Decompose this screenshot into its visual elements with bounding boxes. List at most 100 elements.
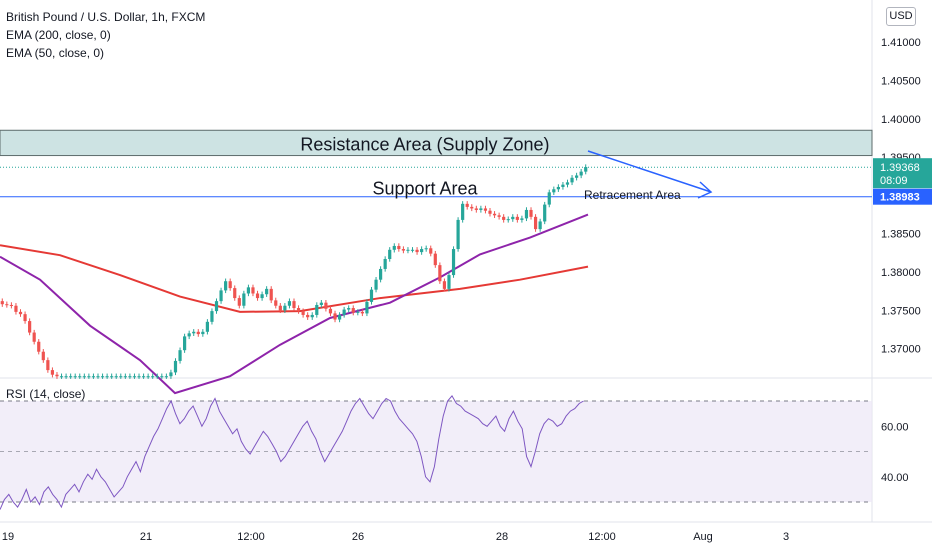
candle-body <box>461 203 465 220</box>
candle-body <box>483 208 488 211</box>
candle-body <box>306 314 310 318</box>
candle-body <box>91 376 96 378</box>
time-tick-label: 26 <box>352 531 364 543</box>
candle-body <box>237 298 241 306</box>
rsi-legend[interactable]: RSI (14, close) <box>6 387 86 401</box>
candle-body <box>5 304 9 306</box>
candle-body <box>520 218 524 220</box>
candle-body <box>424 248 428 250</box>
candle-body <box>23 314 27 322</box>
candle-body <box>415 249 419 253</box>
candle-body <box>342 309 346 315</box>
candle-body <box>315 304 319 315</box>
candle-body <box>474 208 478 210</box>
support-price-tag <box>873 188 932 205</box>
support-price-value: 1.38983 <box>880 192 920 204</box>
chart-legend: British Pound / U.S. Dollar, 1h, FXCM EM… <box>6 8 205 62</box>
candle-body <box>420 249 424 253</box>
candle-body <box>105 376 109 378</box>
candle-body <box>543 204 547 222</box>
candle-body <box>119 376 123 378</box>
candle-body <box>451 249 456 276</box>
candle-body <box>533 216 538 230</box>
candle-body <box>465 203 469 207</box>
candle-body <box>547 192 551 205</box>
candle-body <box>137 376 141 378</box>
candle-body <box>369 289 374 302</box>
candle-body <box>383 258 387 269</box>
candle-body <box>28 321 32 333</box>
candle-body <box>333 313 337 320</box>
candle-body <box>78 376 82 378</box>
candle-body <box>14 305 18 312</box>
candle-body <box>575 175 579 178</box>
resistance-zone <box>0 129 873 157</box>
candle-body <box>82 376 86 378</box>
candle-body <box>219 290 223 302</box>
candle-body <box>265 288 269 295</box>
candle-body <box>201 331 205 335</box>
rsi-tick-label: 60.00 <box>881 421 909 433</box>
candle-body <box>538 221 542 230</box>
candle-body <box>296 308 301 312</box>
candle-body <box>55 374 59 377</box>
candle-body <box>183 336 187 351</box>
candle-body <box>511 216 515 220</box>
candle-body <box>502 216 506 220</box>
candle-body <box>515 216 519 220</box>
price-tick-label: 1.38500 <box>881 229 921 241</box>
candle-body <box>570 177 574 183</box>
candle-body <box>319 302 323 305</box>
time-tick-label: 3 <box>783 531 789 543</box>
candle-body <box>228 281 232 289</box>
candle-body <box>18 311 23 315</box>
candle-body <box>32 332 36 342</box>
candle-body <box>584 167 588 172</box>
symbol-title[interactable]: British Pound / U.S. Dollar, 1h, FXCM <box>6 10 206 24</box>
candle-body <box>356 311 360 313</box>
time-tick-label: 12:00 <box>588 531 616 543</box>
candle-body <box>160 376 164 378</box>
candle-body <box>155 376 159 378</box>
candle-body <box>324 302 328 309</box>
candle-body <box>96 376 100 378</box>
candle-body <box>401 249 405 251</box>
candle-body <box>132 376 137 378</box>
ema50-line <box>0 213 589 395</box>
candle-body <box>337 314 342 320</box>
candle-body <box>64 376 68 378</box>
currency-button[interactable]: USD <box>886 7 916 26</box>
support-area-label: Support Area <box>372 179 478 199</box>
candle-body <box>529 209 533 217</box>
candle-body <box>269 288 273 301</box>
ema50-legend[interactable]: EMA (50, close, 0) <box>6 46 105 60</box>
candle-body <box>164 376 168 378</box>
candle-body <box>301 311 305 315</box>
candle-body <box>46 360 50 371</box>
retracement-arrow <box>587 150 712 193</box>
candle-body <box>561 184 565 187</box>
candle-body <box>59 376 64 378</box>
candle-body <box>492 213 497 216</box>
candle-body <box>0 301 4 305</box>
candle-body <box>374 279 378 290</box>
candle-body <box>100 376 105 378</box>
candle-body <box>187 333 191 337</box>
last-price-tag <box>873 158 932 189</box>
candle-body <box>456 219 460 250</box>
candle-body <box>292 301 296 309</box>
price-tick-label: 1.40000 <box>881 114 921 126</box>
candle-body <box>128 376 132 378</box>
candle-body <box>260 294 264 299</box>
candle-body <box>9 304 13 306</box>
candle-body <box>242 293 246 306</box>
candle-body <box>392 245 396 250</box>
candle-body <box>278 305 282 311</box>
candle-body <box>360 311 364 314</box>
candle-body <box>114 376 118 378</box>
candle-body <box>123 376 127 378</box>
ema200-line <box>0 244 589 313</box>
candle-body <box>196 331 200 335</box>
ema200-legend[interactable]: EMA (200, close, 0) <box>6 28 111 42</box>
